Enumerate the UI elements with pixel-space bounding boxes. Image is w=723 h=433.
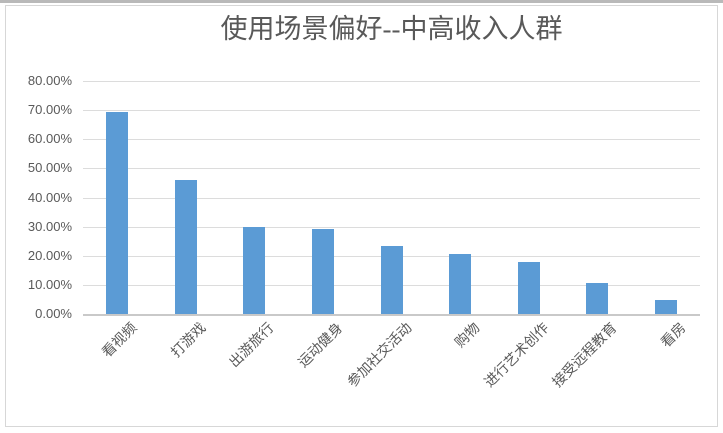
y-axis-tick-label: 50.00%: [27, 160, 72, 175]
y-gridline: [83, 110, 700, 111]
y-axis-tick-label: 70.00%: [27, 102, 72, 117]
bar-4: [312, 229, 334, 314]
bar-5: [381, 246, 403, 314]
y-gridline: [83, 227, 700, 228]
y-gridline: [83, 139, 700, 140]
chart-title: 使用场景偏好--中高收入人群: [220, 14, 563, 44]
bar-6: [449, 254, 471, 314]
bar-9: [655, 300, 677, 314]
x-axis-line: [83, 314, 700, 316]
y-axis-tick-label: 40.00%: [27, 190, 72, 205]
bar-8: [586, 283, 608, 314]
y-axis-tick-label: 10.00%: [27, 277, 72, 292]
y-axis-tick-label: 20.00%: [27, 248, 72, 263]
bar-1: [106, 112, 128, 314]
y-axis-tick-label: 80.00%: [27, 73, 72, 88]
y-gridline: [83, 198, 700, 199]
window-edge-divider: [0, 0, 723, 3]
bar-2: [175, 180, 197, 314]
bar-3: [243, 227, 265, 314]
y-gridline: [83, 81, 700, 82]
y-axis-tick-label: 0.00%: [35, 306, 72, 321]
y-axis-tick-label: 60.00%: [27, 131, 72, 146]
y-axis-tick-label: 30.00%: [27, 219, 72, 234]
y-gridline: [83, 168, 700, 169]
bar-7: [518, 262, 540, 314]
